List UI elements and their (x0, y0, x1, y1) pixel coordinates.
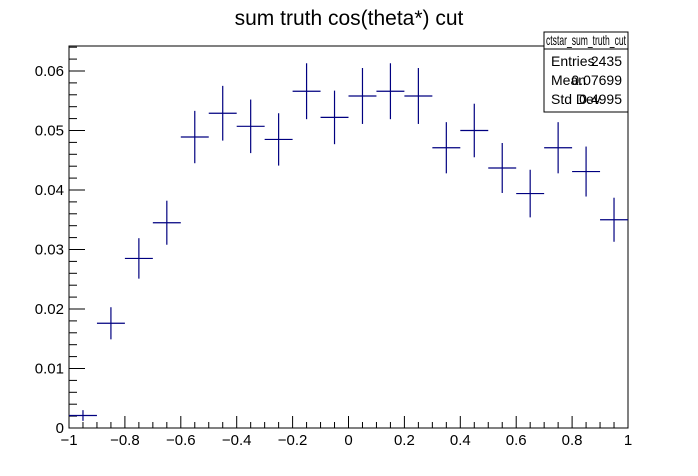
y-tick-label: 0 (56, 420, 64, 437)
x-tick-label: 0.4 (450, 432, 471, 449)
data-point (516, 169, 545, 218)
x-tick-label: 0 (344, 432, 352, 449)
data-point (124, 238, 153, 279)
data-point (180, 110, 209, 164)
chart-title: sum truth cos(theta*) cut (235, 7, 464, 30)
x-tick-label: −0.6 (166, 432, 196, 449)
stats-box-frame (543, 31, 629, 113)
x-tick-label: −0.8 (110, 432, 140, 449)
x-tick-label: 0.6 (506, 432, 527, 449)
x-tick-label: −0.2 (278, 432, 308, 449)
x-axis: −1 −0.8 −0.6 −0.4 −0.2 0 0.2 0.4 0.6 0.8 1 (60, 416, 632, 449)
data-point (292, 63, 321, 120)
y-tick-label: 0.05 (35, 122, 64, 139)
data-point (69, 410, 97, 421)
y-tick-label: 0.01 (35, 360, 64, 377)
x-tick-label: 0.8 (562, 432, 583, 449)
data-point (488, 142, 517, 193)
x-tick-label: 0.2 (394, 432, 415, 449)
data-point (348, 68, 377, 124)
stats-entries-label: Entries (551, 53, 595, 69)
stats-box: ctstar_sum_truth_cut Entries 2435 Mean 0… (543, 31, 629, 113)
data-point (460, 103, 489, 158)
data-point (376, 63, 405, 120)
stats-box-name: ctstar_sum_truth_cut (546, 32, 626, 48)
stats-entries-value: 2435 (591, 53, 622, 69)
data-point (432, 122, 461, 174)
data-point (208, 85, 237, 141)
data-point (600, 197, 628, 242)
x-tick-label: −0.4 (222, 432, 252, 449)
stats-stddev-value: 0.4995 (579, 91, 622, 107)
data-point (96, 307, 125, 340)
stats-stddev-label: Std Dev (551, 91, 601, 107)
y-tick-label: 0.06 (35, 63, 64, 80)
y-axis: 0 0.01 0.02 0.03 0.04 0.05 0.06 (35, 46, 85, 437)
y-tick-label: 0.02 (35, 301, 64, 318)
data-point (264, 113, 293, 166)
data-point (572, 146, 601, 197)
x-tick-label: −1 (60, 432, 77, 449)
data-point (152, 200, 181, 245)
data-point (404, 68, 433, 124)
stats-mean-label: Mean (551, 72, 586, 88)
data-point (236, 99, 265, 154)
y-tick-label: 0.04 (35, 182, 64, 199)
data-point (544, 122, 573, 174)
data-points (69, 63, 628, 421)
y-tick-label: 0.03 (35, 241, 64, 258)
data-point (320, 90, 349, 145)
stats-mean-value: 0.07699 (571, 72, 622, 88)
x-tick-label: 1 (624, 432, 632, 449)
